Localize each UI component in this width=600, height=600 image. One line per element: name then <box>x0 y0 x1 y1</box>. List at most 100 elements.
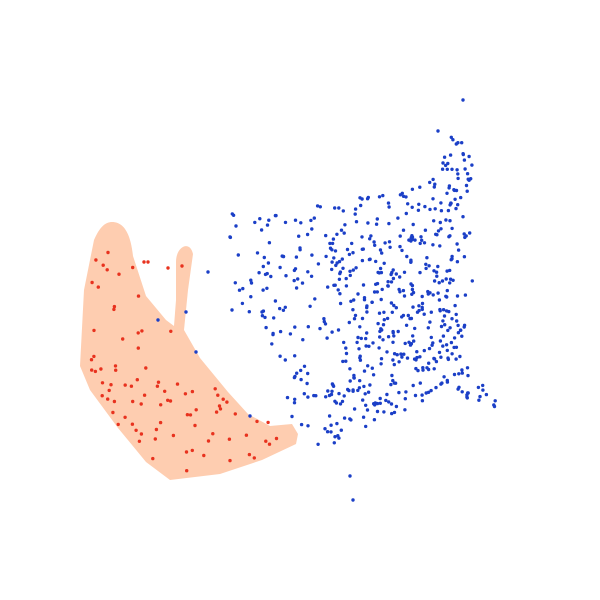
highlighted-point <box>190 448 194 453</box>
other-point <box>392 334 396 338</box>
other-point <box>306 270 310 274</box>
other-point <box>341 266 345 270</box>
highlighted-point <box>225 400 229 404</box>
highlighted-point <box>247 452 252 457</box>
other-point <box>281 254 286 259</box>
other-point <box>378 401 382 405</box>
other-point <box>248 414 252 418</box>
highlighted-point <box>211 432 215 436</box>
other-point <box>206 270 210 274</box>
other-point <box>377 311 382 315</box>
other-point <box>260 314 265 318</box>
other-point <box>351 498 355 502</box>
other-point <box>260 310 264 314</box>
other-point <box>340 399 345 404</box>
other-point <box>456 248 461 252</box>
other-point <box>444 343 449 347</box>
other-point <box>481 383 485 388</box>
other-point <box>415 350 419 354</box>
highlighted-point <box>107 388 111 393</box>
other-point <box>372 402 376 406</box>
other-point <box>460 371 464 375</box>
other-point <box>381 323 386 327</box>
other-point <box>462 255 467 259</box>
other-point <box>410 287 415 292</box>
other-point <box>450 317 454 321</box>
other-point <box>359 203 363 208</box>
other-point <box>337 277 342 281</box>
other-point <box>156 318 160 322</box>
other-point <box>429 310 433 314</box>
other-point <box>345 247 350 252</box>
other-point <box>306 325 310 329</box>
highlighted-point <box>131 399 135 404</box>
other-point <box>240 301 245 306</box>
other-point <box>456 176 460 181</box>
other-point <box>390 411 394 416</box>
other-point <box>423 204 427 209</box>
other-point <box>454 206 458 211</box>
other-point <box>310 227 314 231</box>
other-point <box>425 256 429 260</box>
highlighted-point <box>183 392 188 396</box>
other-point <box>262 255 266 260</box>
other-point <box>418 185 422 189</box>
other-point <box>347 252 352 257</box>
other-point <box>327 414 332 418</box>
highlighted-point <box>136 346 140 350</box>
other-point <box>343 223 347 227</box>
other-point <box>461 152 465 156</box>
other-point <box>318 205 322 209</box>
other-point <box>290 414 294 419</box>
other-point <box>194 350 198 354</box>
other-point <box>372 240 376 244</box>
highlighted-point <box>194 408 198 412</box>
other-point <box>405 254 409 259</box>
other-point <box>449 340 454 345</box>
other-point <box>391 378 395 383</box>
other-point <box>381 338 385 342</box>
other-point <box>411 334 415 338</box>
other-point <box>247 310 251 314</box>
highlighted-point <box>136 331 140 335</box>
other-point <box>325 430 330 434</box>
other-point <box>446 328 450 333</box>
other-point <box>392 410 397 415</box>
other-point <box>297 234 301 238</box>
other-point <box>372 290 377 294</box>
other-point <box>422 348 426 353</box>
other-point <box>316 262 321 266</box>
other-point <box>364 403 368 407</box>
other-point <box>429 388 433 393</box>
other-point <box>228 235 233 240</box>
other-point <box>367 257 372 262</box>
highlighted-point <box>158 420 163 425</box>
other-point <box>404 195 408 199</box>
other-point <box>377 195 382 199</box>
other-point <box>465 366 470 370</box>
highlighted-point <box>112 307 116 312</box>
other-point <box>435 233 439 237</box>
highlighted-point <box>206 439 211 443</box>
other-point <box>370 366 374 370</box>
other-point <box>384 398 388 403</box>
other-point <box>387 221 391 226</box>
highlighted-point <box>105 268 109 272</box>
other-point <box>362 369 367 373</box>
other-point <box>278 329 283 334</box>
other-point <box>447 184 452 188</box>
highlighted-points <box>89 250 279 473</box>
highlighted-point <box>100 381 105 385</box>
highlighted-point <box>218 407 223 411</box>
other-point <box>241 286 245 291</box>
highlighted-point <box>100 394 104 398</box>
other-point <box>301 338 305 342</box>
other-point <box>231 213 236 217</box>
other-point <box>400 248 404 253</box>
other-point <box>463 167 467 171</box>
highlighted-point <box>184 450 189 454</box>
other-point <box>324 254 328 259</box>
highlighted-point <box>267 442 272 446</box>
other-point <box>431 197 435 201</box>
other-point <box>306 371 310 376</box>
